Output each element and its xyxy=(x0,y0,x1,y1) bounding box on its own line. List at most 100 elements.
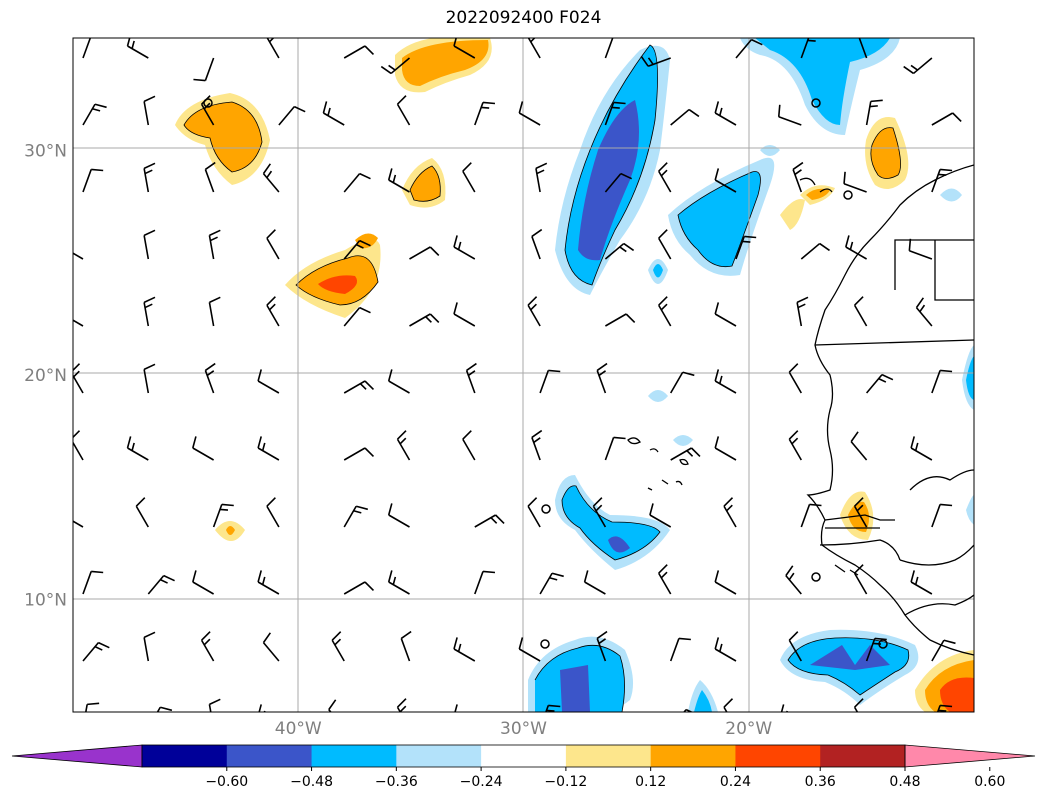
wind-barb xyxy=(409,313,440,327)
colorbar-tick-label: −0.12 xyxy=(544,774,587,790)
wind-barb xyxy=(527,38,541,59)
wind-barb xyxy=(714,101,737,126)
wind-barb xyxy=(396,95,411,126)
wind-barb xyxy=(73,252,84,260)
wind-barb xyxy=(204,362,216,394)
wind-barb xyxy=(193,57,215,82)
latitude-label: 20°N xyxy=(24,366,67,386)
wind-barb xyxy=(257,369,280,394)
wind-barb xyxy=(343,505,368,528)
wind-barb xyxy=(387,570,410,595)
wind-barb xyxy=(853,564,868,595)
wind-barb xyxy=(936,704,953,712)
wind-barb xyxy=(453,637,476,662)
wind-barb xyxy=(714,637,737,662)
wind-barb xyxy=(604,242,635,260)
colorbar-extend-low xyxy=(11,744,143,768)
island-markers xyxy=(203,98,888,649)
wind-barb xyxy=(126,436,149,461)
wind-barb xyxy=(258,704,266,712)
wind-barb xyxy=(266,296,280,327)
wind-barb xyxy=(474,101,496,126)
colorbar-tick-label: 0.60 xyxy=(974,774,1005,790)
wind-barb xyxy=(858,38,868,59)
wind-barb xyxy=(605,716,634,728)
colorbar-segment xyxy=(226,745,313,767)
shaded-contours xyxy=(175,38,974,712)
wind-barb xyxy=(343,306,371,327)
wind-barb xyxy=(931,112,962,126)
wind-barb xyxy=(714,436,737,461)
wind-barb xyxy=(596,630,608,662)
wind-barb xyxy=(910,436,933,461)
wind-barb xyxy=(474,514,505,528)
wind-barb xyxy=(531,429,543,461)
wind-barb xyxy=(278,105,306,126)
wind-barb xyxy=(135,497,149,528)
wind-barb xyxy=(792,161,804,193)
wind-barb xyxy=(931,639,956,662)
wind-barb xyxy=(462,162,476,193)
wind-barb xyxy=(387,369,410,394)
wind-barb xyxy=(714,570,737,595)
wind-barb xyxy=(262,632,280,662)
latitude-label: 10°N xyxy=(24,591,67,611)
wind-barb xyxy=(596,362,608,394)
wind-barb xyxy=(723,497,737,528)
wind-barb xyxy=(535,162,548,193)
wind-barb xyxy=(257,436,280,461)
wind-barb xyxy=(640,55,671,67)
wind-barb xyxy=(780,704,788,712)
wind-barb xyxy=(82,38,92,59)
colorbar-tick-label: −0.24 xyxy=(460,774,503,790)
wind-barb xyxy=(800,242,830,260)
wind-barb xyxy=(910,570,933,595)
colorbar-tick-label: −0.60 xyxy=(205,774,248,790)
wind-barb xyxy=(865,637,887,662)
wind-barb xyxy=(200,95,215,126)
wind-barb xyxy=(800,38,816,59)
wind-barb xyxy=(518,637,541,662)
wind-barb xyxy=(82,168,104,193)
longitude-label: 30°W xyxy=(500,719,547,739)
wind-barb xyxy=(539,572,564,595)
wind-barb xyxy=(143,296,156,327)
wind-barb xyxy=(200,631,215,662)
wind-barb xyxy=(800,503,822,528)
wind-barb xyxy=(208,229,221,260)
coastlines xyxy=(627,164,974,656)
latitude-label: 30°N xyxy=(24,141,67,161)
wind-barb xyxy=(683,708,694,712)
wind-barb xyxy=(208,296,221,327)
wind-barb xyxy=(453,235,476,260)
longitude-label: 40°W xyxy=(275,719,322,739)
wind-barb xyxy=(147,574,175,595)
wind-barb xyxy=(915,297,933,327)
colorbar-segment xyxy=(142,745,228,767)
wind-barb xyxy=(409,246,440,260)
wind-barb xyxy=(156,706,173,712)
wind-barb xyxy=(604,172,633,193)
colorbar-segment xyxy=(481,745,567,767)
wind-barb xyxy=(143,95,156,126)
wind-barb xyxy=(462,430,476,461)
colorbar-segment xyxy=(396,745,482,767)
wind-barb xyxy=(908,238,933,260)
wind-barb xyxy=(539,369,561,394)
wind-barb xyxy=(266,497,280,528)
colorbar-tick-label: 0.36 xyxy=(805,774,836,790)
wind-barb xyxy=(143,363,156,394)
wind-barb xyxy=(257,570,280,595)
wind-barb xyxy=(527,296,541,327)
wind-barb xyxy=(788,430,802,461)
wind-barb xyxy=(343,447,375,461)
wind-barb xyxy=(474,570,496,595)
wind-barb xyxy=(331,631,345,662)
wind-barb xyxy=(658,162,672,193)
wind-barb xyxy=(208,698,221,712)
wind-barb xyxy=(212,503,234,528)
colorbar: −0.60 −0.48 −0.36 −0.24 −0.12 0.12 0.24 0.36 0.4… xyxy=(11,744,1036,790)
wind-barb xyxy=(604,101,626,126)
wind-barb xyxy=(387,503,410,528)
colorbar-tick-label: −0.36 xyxy=(375,774,418,790)
